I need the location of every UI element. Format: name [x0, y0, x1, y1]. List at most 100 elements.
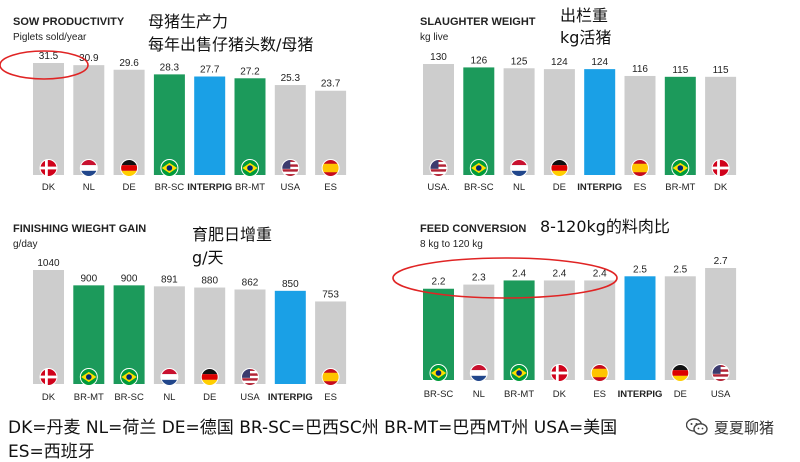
wechat-icon	[686, 418, 708, 435]
data-label: 29.6	[119, 58, 139, 69]
data-label: 2.4	[512, 268, 526, 279]
data-label: 28.3	[160, 62, 180, 73]
de-flag-icon	[671, 364, 690, 382]
data-label: 115	[672, 65, 688, 76]
br-flag-icon	[241, 159, 259, 177]
br-flag-icon	[671, 159, 690, 177]
dk-flag-icon	[550, 364, 569, 382]
data-label: 862	[242, 278, 259, 289]
data-label: 116	[632, 64, 648, 75]
bar-de	[664, 276, 696, 380]
bar-brmt	[73, 285, 105, 384]
bar-dk	[33, 63, 64, 175]
data-label: 27.2	[240, 66, 260, 77]
bar-dk	[33, 270, 64, 384]
chart-subtitle: g/day	[13, 239, 37, 250]
bar-brsc	[113, 285, 145, 384]
bar-de	[194, 287, 226, 384]
data-label: 850	[282, 279, 299, 290]
category-label: INTERPIG	[268, 392, 313, 403]
chart-panel-3: FINISHING WIEGHT GAIN g/day 育肥日增重 g/天 1040 DK…	[13, 223, 347, 403]
category-label: BR-MT	[235, 182, 265, 193]
category-label: NL	[163, 392, 175, 403]
category-label: DK	[42, 182, 56, 193]
data-label: 125	[511, 56, 528, 67]
category-label: BR-SC	[114, 392, 144, 403]
legend-line-1: DK=丹麦 NL=荷兰 DE=德国 BR-SC=巴西SC州 BR-MT=巴西MT…	[8, 418, 618, 438]
bar-brmt	[664, 76, 696, 175]
category-label: DE	[203, 392, 216, 403]
es-flag-icon	[631, 159, 649, 177]
category-label: NL	[513, 182, 525, 193]
chart-subtitle: 8 kg to 120 kg	[420, 239, 483, 250]
data-label: 126	[470, 55, 487, 66]
de-flag-icon	[120, 159, 139, 177]
data-label: 2.5	[633, 264, 647, 275]
data-label: 130	[430, 52, 447, 63]
data-label: 2.3	[472, 273, 486, 284]
highlight-ellipse	[0, 50, 89, 80]
br-flag-icon	[160, 159, 179, 177]
br-flag-icon	[120, 368, 139, 386]
category-label: ES	[324, 182, 337, 193]
es-flag-icon	[590, 364, 609, 382]
nl-flag-icon	[469, 364, 488, 382]
bar-es	[584, 280, 616, 380]
dk-flag-icon	[711, 159, 730, 177]
bar-interpig	[274, 290, 306, 384]
chart-annotation: kg活猪	[560, 28, 611, 47]
us-flag-icon	[281, 159, 300, 177]
category-label: DE	[674, 389, 687, 400]
category-label: USA	[240, 392, 260, 403]
chart-title: FINISHING WIEGHT GAIN	[13, 223, 146, 235]
br-flag-icon	[79, 368, 98, 386]
chart-subtitle: Piglets sold/year	[13, 32, 87, 43]
category-label: INTERPIG	[618, 389, 663, 400]
category-label: DE	[122, 182, 135, 193]
data-label: 27.7	[200, 65, 220, 76]
us-flag-icon	[429, 159, 448, 177]
category-label: USA	[281, 182, 301, 193]
nl-flag-icon	[510, 159, 529, 177]
category-label: ES	[324, 392, 337, 403]
br-flag-icon	[469, 159, 488, 177]
us-flag-icon	[241, 368, 259, 386]
nl-flag-icon	[79, 159, 98, 177]
chart-subtitle: kg live	[420, 32, 449, 43]
category-label: BR-SC	[464, 182, 494, 193]
chart-title: SLAUGHTER WEIGHT	[420, 16, 536, 28]
data-label: 891	[161, 274, 178, 285]
chart-annotation: 8-120kg的料肉比	[540, 217, 670, 236]
bar-brsc	[153, 74, 185, 175]
bar-nl	[503, 68, 535, 175]
category-label: INTERPIG	[577, 182, 622, 193]
data-label: 2.4	[593, 268, 607, 279]
data-label: 25.3	[281, 73, 301, 84]
category-label: BR-SC	[424, 389, 454, 400]
watermark: 夏夏聊猪	[680, 414, 781, 440]
bar-brsc	[463, 67, 495, 175]
es-flag-icon	[321, 159, 340, 177]
category-label: USA	[711, 389, 731, 400]
dk-flag-icon	[39, 159, 58, 177]
category-label: BR-MT	[504, 389, 534, 400]
category-label: DE	[553, 182, 566, 193]
category-label: BR-MT	[665, 182, 695, 193]
data-label: 880	[201, 276, 218, 287]
watermark-text: 夏夏聊猪	[714, 418, 775, 437]
data-label: 2.4	[552, 268, 566, 279]
chart-title: FEED CONVERSION	[420, 223, 526, 235]
nl-flag-icon	[160, 368, 179, 386]
data-label: 30.9	[79, 53, 99, 64]
category-label: DK	[42, 392, 56, 403]
chart-annotation: 每年出售仔猪头数/母猪	[148, 35, 313, 54]
br-flag-icon	[429, 364, 448, 382]
category-label: NL	[83, 182, 95, 193]
category-label: NL	[473, 389, 485, 400]
data-label: 2.7	[714, 256, 728, 267]
data-label: 31.5	[39, 51, 59, 62]
br-flag-icon	[510, 364, 529, 382]
bar-es	[624, 75, 656, 175]
bar-de	[543, 69, 575, 175]
